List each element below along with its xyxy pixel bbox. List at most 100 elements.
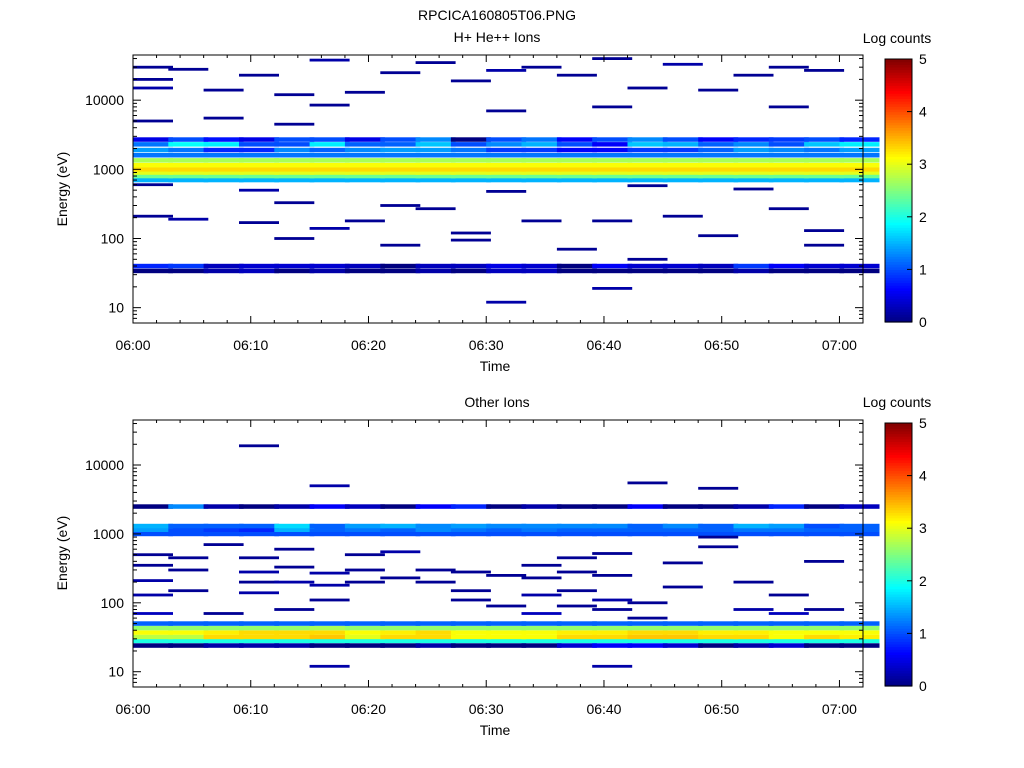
heatmap-cell <box>804 608 845 611</box>
heatmap-cell <box>592 625 633 631</box>
heatmap-cell <box>556 638 597 644</box>
heatmap-cell <box>486 142 527 147</box>
colorbar-segment <box>885 438 912 443</box>
heatmap-cell <box>309 523 350 529</box>
heatmap-cell <box>203 263 244 269</box>
heatmap-cell <box>380 142 421 147</box>
heatmap-cell <box>804 243 845 247</box>
heatmap-cell <box>133 263 173 269</box>
colorbar-segment <box>885 441 912 445</box>
heatmap-cell <box>627 142 668 147</box>
colorbar-segment <box>885 308 912 313</box>
heatmap-cell <box>133 86 173 90</box>
heatmap-cell <box>486 167 527 172</box>
heatmap-cell <box>309 531 350 537</box>
heatmap-cell <box>698 263 739 269</box>
colorbar-segment <box>885 591 912 595</box>
heatmap-cell <box>380 268 421 274</box>
heatmap-cell <box>627 625 668 631</box>
colorbar-segment <box>885 470 912 474</box>
heatmap-cell <box>768 65 809 69</box>
heatmap-cell <box>203 170 244 175</box>
heatmap-cell <box>768 527 809 532</box>
colorbar-segment <box>885 643 912 648</box>
heatmap-cell <box>239 268 279 274</box>
x-tick-label: 06:20 <box>351 701 386 717</box>
heatmap-cell <box>168 638 209 644</box>
heatmap-cell <box>521 65 562 69</box>
heatmap-cell <box>627 531 668 537</box>
heatmap-cell <box>662 177 703 183</box>
heatmap-cell <box>450 142 491 147</box>
colorbar-tick-label: 0 <box>919 678 927 694</box>
heatmap-cell <box>804 527 845 532</box>
heatmap-cell <box>592 268 633 274</box>
heatmap-cell <box>274 137 315 142</box>
heatmap-cell <box>733 170 774 175</box>
heatmap-cell <box>768 523 809 529</box>
heatmap-cell <box>450 167 491 172</box>
colorbar-segment <box>885 103 912 107</box>
heatmap-cell <box>733 147 774 153</box>
heatmap-cell <box>133 173 173 179</box>
heatmap-cell <box>486 634 527 640</box>
heatmap-cell <box>592 170 633 175</box>
heatmap-cell <box>309 167 350 172</box>
heatmap-cell <box>662 173 703 179</box>
heatmap-cell <box>627 147 668 153</box>
heatmap-cell <box>768 612 809 615</box>
heatmap-cell <box>450 527 491 532</box>
colorbar-segment <box>885 659 912 663</box>
heatmap-cell <box>203 643 244 648</box>
heatmap-cell <box>450 79 491 83</box>
heatmap-cell <box>486 504 527 509</box>
heatmap-cell <box>627 153 668 158</box>
heatmap-cell <box>450 231 491 235</box>
heatmap-cell <box>274 237 315 240</box>
heatmap-cell <box>733 634 774 640</box>
colorbar-segment <box>885 604 912 608</box>
colorbar-segment <box>885 235 912 239</box>
heatmap-cell <box>450 634 491 640</box>
heatmap-cell <box>274 173 315 179</box>
heatmap-cell <box>486 630 527 635</box>
heatmap-cell <box>521 263 562 269</box>
heatmap-cell <box>768 153 809 158</box>
heatmap-cell <box>168 589 209 593</box>
heatmap-cell <box>662 638 703 644</box>
heatmap-cell <box>839 638 880 644</box>
plot-frame <box>132 419 864 688</box>
heatmap-cell <box>239 158 279 163</box>
heatmap-cell <box>344 170 385 175</box>
heatmap-cell <box>380 263 421 269</box>
heatmap-cell <box>239 591 279 595</box>
heatmap-cell <box>344 523 385 529</box>
heatmap-cell <box>309 571 350 575</box>
heatmap-cell <box>521 527 562 532</box>
heatmap-cell <box>133 523 173 529</box>
heatmap-cell <box>309 643 350 648</box>
heatmap-cell <box>733 580 774 584</box>
heatmap-cell <box>556 162 597 168</box>
heatmap-cell <box>168 167 209 172</box>
heatmap-cell <box>733 268 774 274</box>
colorbar-tick-label: 0 <box>919 314 927 330</box>
heatmap-cell <box>415 147 456 153</box>
colorbar-segment <box>885 522 912 527</box>
heatmap-cell <box>239 263 279 269</box>
heatmap-cell <box>239 504 279 509</box>
heatmap-cell <box>450 173 491 179</box>
colorbar-tick-label: 2 <box>919 573 927 589</box>
heatmap-cell <box>344 621 385 626</box>
colorbar-segment <box>885 108 912 113</box>
colorbar-segment <box>885 680 912 684</box>
colorbar-tick-label: 4 <box>919 104 927 120</box>
y-tick-label: 100 <box>101 230 125 246</box>
colorbar-segment <box>885 425 912 429</box>
heatmap-cell <box>133 612 173 615</box>
heatmap-cell <box>592 105 633 109</box>
heatmap-cell <box>627 162 668 168</box>
heatmap-cell <box>415 634 456 640</box>
colorbar-segment <box>885 488 912 492</box>
heatmap-cell <box>168 158 209 163</box>
